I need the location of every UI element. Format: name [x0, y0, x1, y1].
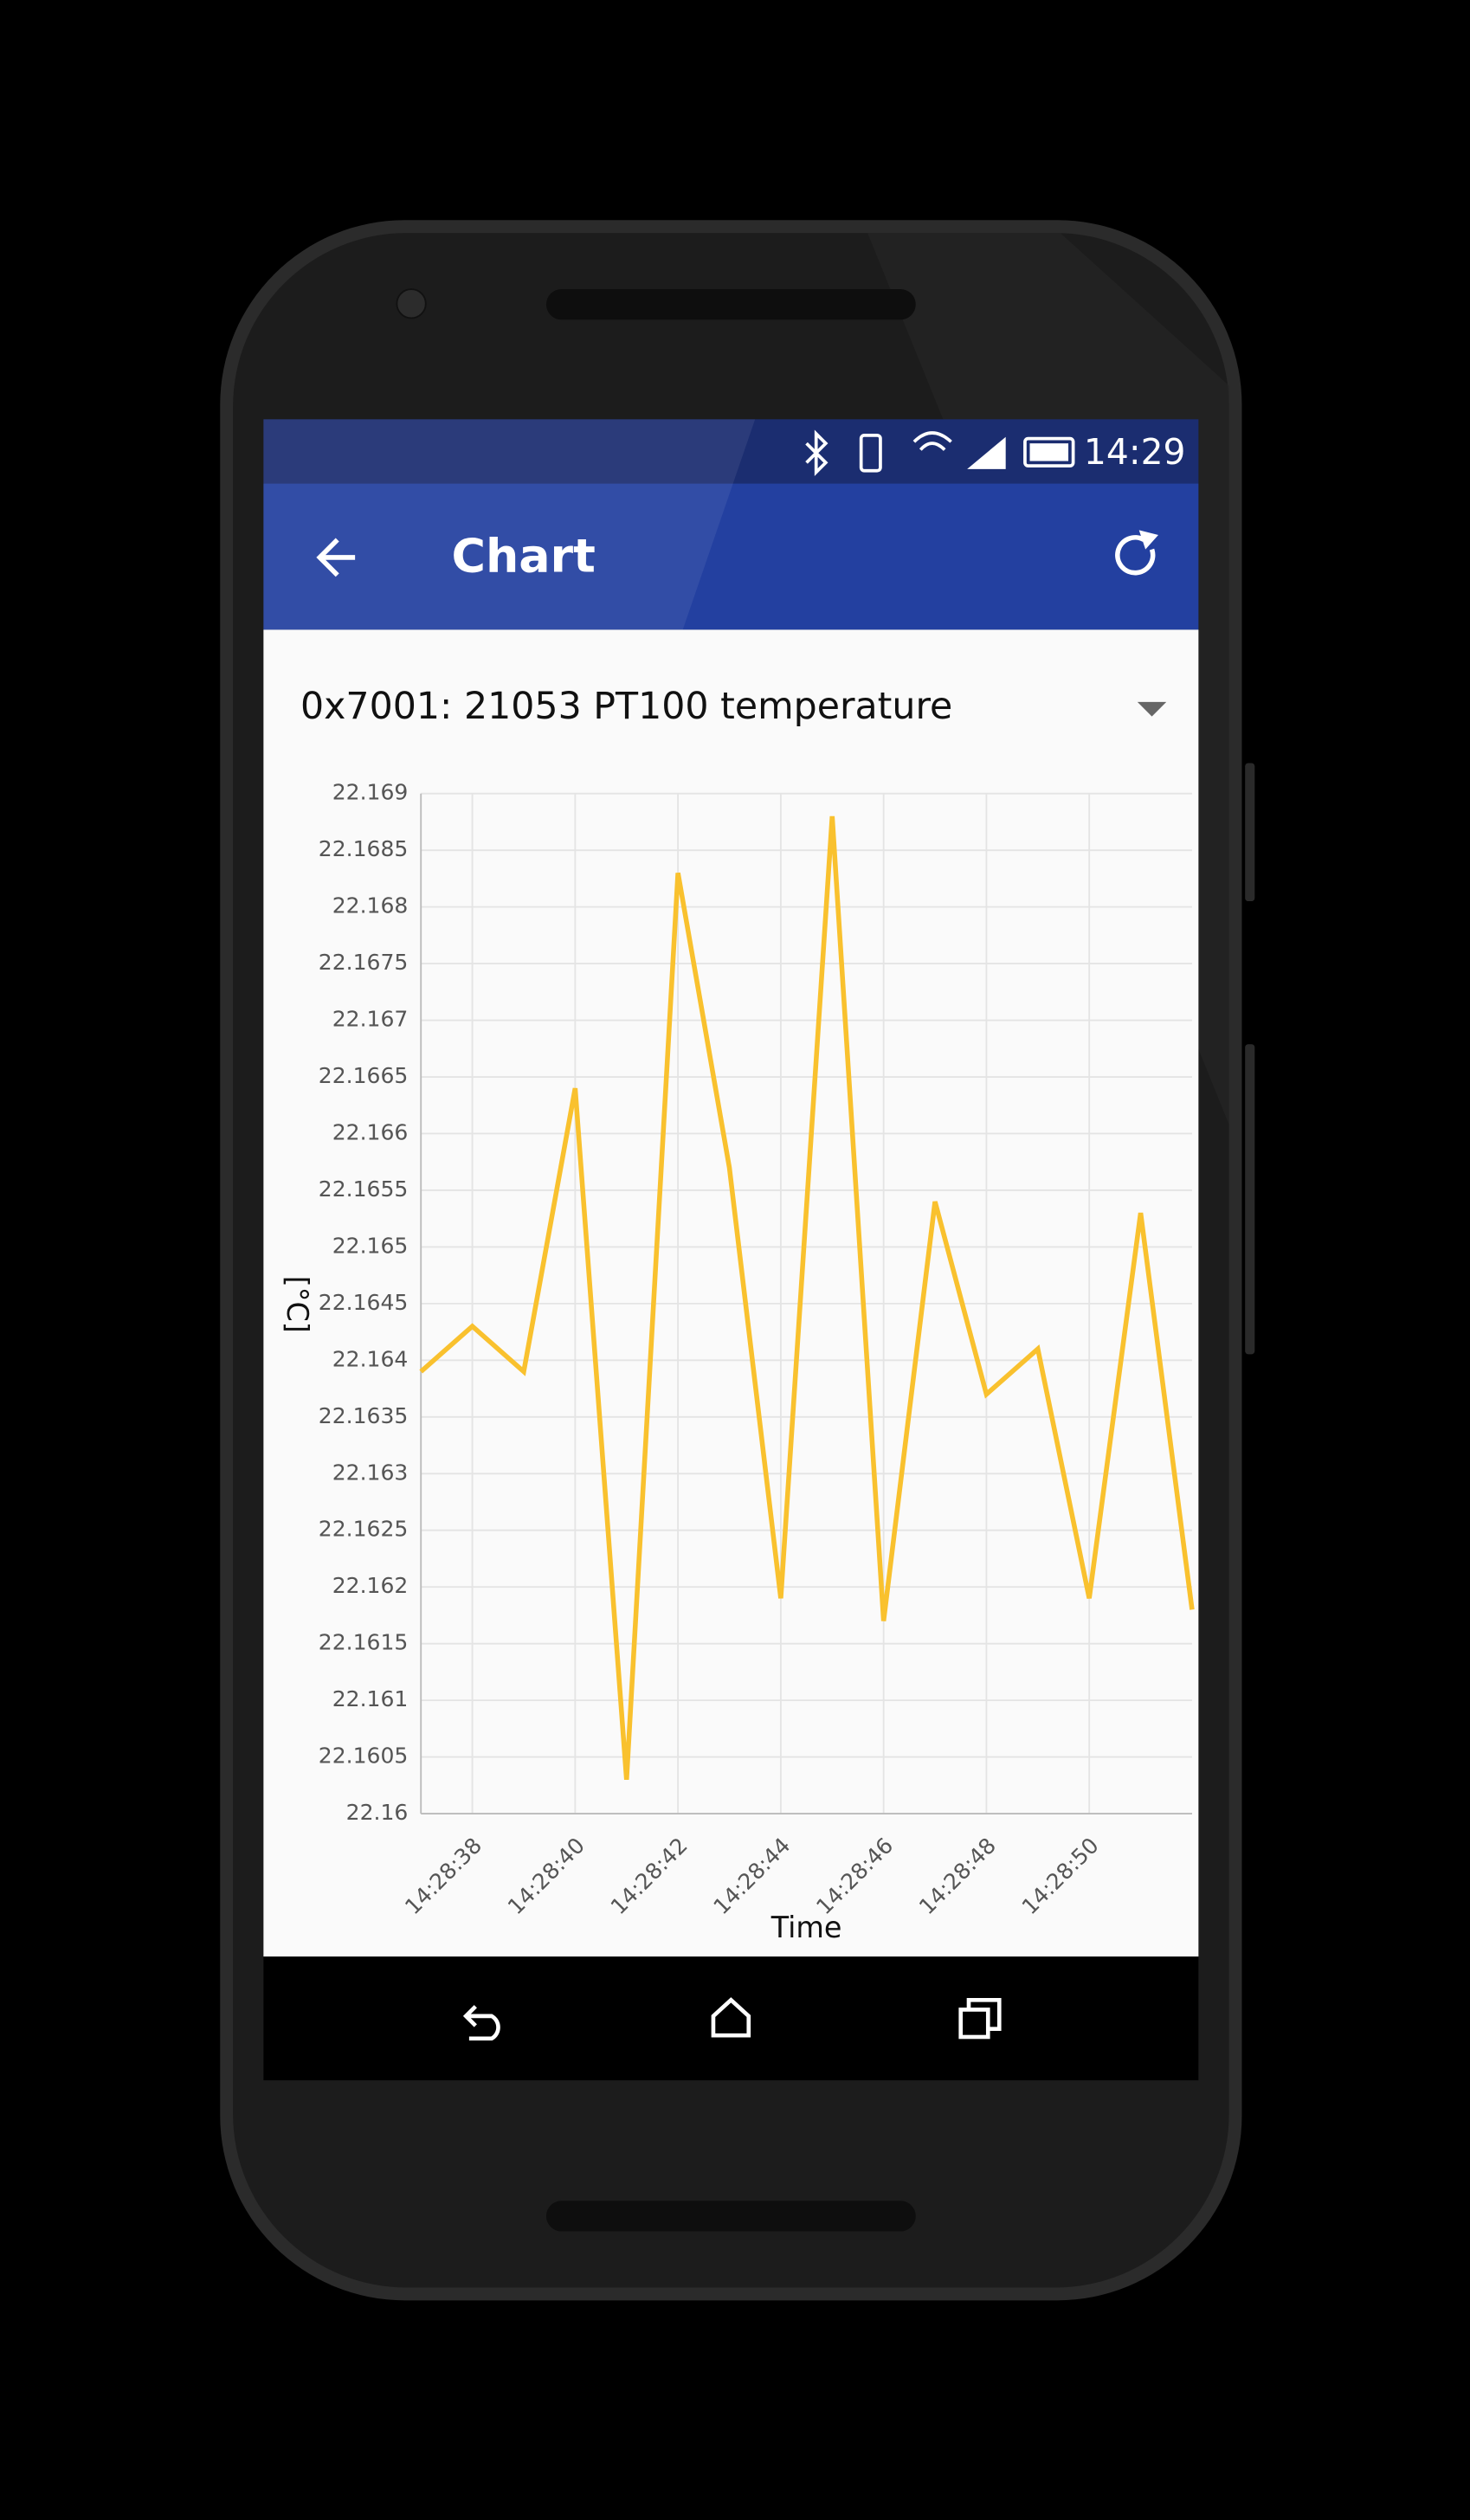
refresh-icon — [1115, 535, 1156, 576]
y-tick-label: 22.1625 — [319, 1517, 409, 1542]
y-tick-label: 22.1615 — [319, 1630, 409, 1655]
app-bar — [263, 483, 1199, 630]
status-icons — [805, 429, 952, 477]
nav-back[interactable] — [462, 2005, 500, 2041]
y-tick-label: 22.1605 — [319, 1743, 409, 1769]
recents-icon — [966, 1997, 1002, 2032]
y-tick-label: 22.1685 — [319, 836, 409, 861]
recents-icon — [958, 2008, 990, 2040]
y-tick-label: 22.1635 — [319, 1403, 409, 1428]
y-tick-label: 22.166 — [332, 1119, 409, 1144]
y-tick-label: 22.164 — [332, 1346, 409, 1371]
y-tick-label: 22.1665 — [319, 1063, 409, 1088]
nav-bar — [263, 1956, 1199, 2081]
back-button[interactable] — [316, 538, 356, 577]
y-tick-label: 22.16 — [346, 1800, 409, 1825]
app-title: Chart — [451, 528, 595, 583]
dropdown-arrow — [1137, 701, 1167, 717]
data-line — [419, 815, 1195, 1780]
y-tick-label: 22.162 — [332, 1573, 409, 1598]
battery-level — [1029, 443, 1069, 461]
x-axis-title: Time — [770, 1911, 842, 1944]
refresh-button[interactable] — [1115, 530, 1158, 576]
y-tick-label: 22.1645 — [319, 1290, 409, 1315]
y-axis-title: [°C] — [280, 1276, 314, 1333]
wifi-icon — [912, 431, 952, 451]
refresh-arrow — [1138, 530, 1158, 550]
y-tick-label: 22.167 — [332, 1007, 409, 1032]
battery-icon — [1023, 436, 1075, 468]
bluetooth-icon — [805, 429, 828, 477]
y-tick-label: 22.1655 — [319, 1176, 409, 1202]
speaker — [545, 289, 916, 320]
y-tick-label: 22.165 — [332, 1233, 409, 1258]
speaker — [545, 2201, 916, 2232]
reflection — [263, 419, 756, 630]
y-tick-label: 22.1675 — [319, 950, 409, 975]
nav-recents[interactable] — [958, 1997, 1002, 2040]
selector[interactable]: 0x7001: 21053 PT100 temperature — [300, 685, 1167, 728]
selector-label: 0x7001: 21053 PT100 temperature — [300, 685, 952, 728]
y-tick-label: 22.163 — [332, 1460, 409, 1485]
camera — [396, 288, 427, 319]
side-button — [1245, 1044, 1255, 1355]
y-tick-label: 22.161 — [332, 1686, 409, 1711]
nav-home[interactable] — [711, 1997, 751, 2038]
y-tick-label: 22.168 — [332, 893, 409, 918]
status-time: 14:29 — [1084, 431, 1186, 473]
vibrate-icon — [859, 434, 882, 473]
side-button — [1245, 763, 1255, 902]
y-tick-label: 22.169 — [332, 780, 409, 805]
